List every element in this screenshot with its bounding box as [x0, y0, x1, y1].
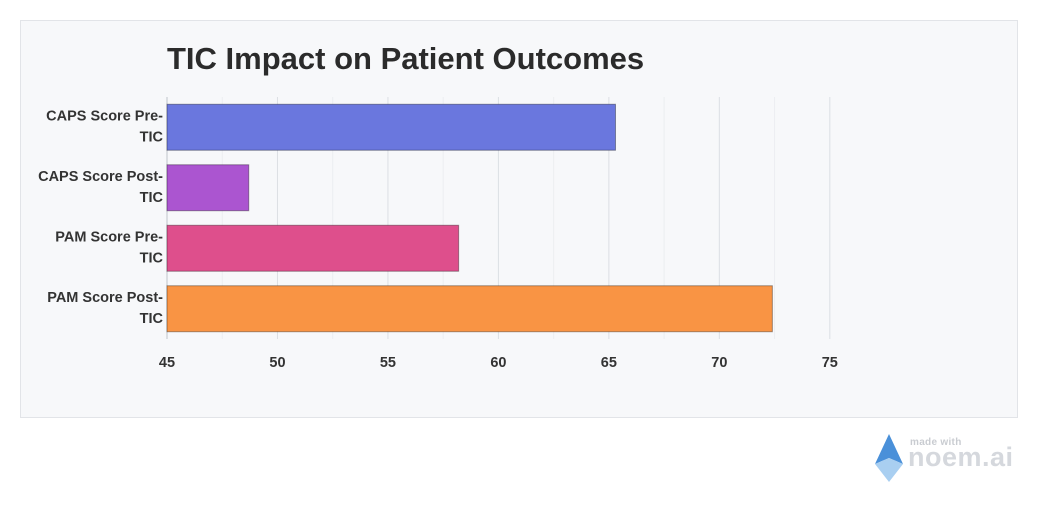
bar	[166, 285, 773, 333]
x-tick-label: 50	[269, 355, 285, 371]
category-label: CAPS Score Post-TIC	[38, 169, 163, 206]
bar	[166, 224, 460, 272]
chart-title: TIC Impact on Patient Outcomes	[167, 41, 645, 76]
x-tick-label: 75	[822, 355, 838, 371]
x-tick-label: 55	[380, 355, 396, 371]
x-tick-label: 70	[711, 355, 727, 371]
bars	[166, 103, 773, 333]
x-tick-labels: 45 50 55 60 65 70 75	[159, 355, 838, 371]
bar	[166, 164, 250, 212]
x-tick-label: 60	[490, 355, 506, 371]
x-tick-label: 65	[601, 355, 617, 371]
bar-chart: CAPS Score Pre-TIC CAPS Score Post-TIC PAM…	[38, 97, 838, 371]
chart-card: TIC Impact on Patient Outcomes CAPS Scor…	[20, 20, 1018, 418]
watermark-small-text: made with	[910, 437, 962, 448]
category-label: PAM Score Post-TIC	[47, 290, 163, 327]
watermark-brand-text: noem.ai	[908, 442, 1014, 472]
bar	[166, 103, 617, 151]
category-label: CAPS Score Pre-TIC	[46, 108, 163, 145]
category-labels: CAPS Score Pre-TIC CAPS Score Post-TIC PAM…	[38, 108, 163, 327]
noem-logo-icon	[875, 434, 903, 482]
watermark-logo: made with noem.ai	[872, 432, 1022, 484]
x-tick-label: 45	[159, 355, 175, 371]
category-label: PAM Score Pre-TIC	[55, 229, 163, 266]
